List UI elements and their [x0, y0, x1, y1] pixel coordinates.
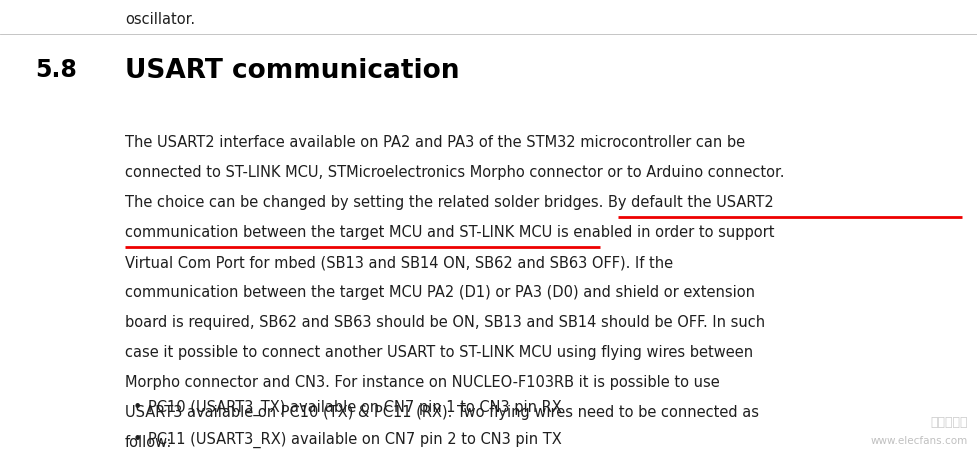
Text: PC11 (USART3_RX) available on CN7 pin 2 to CN3 pin TX: PC11 (USART3_RX) available on CN7 pin 2 … — [148, 432, 561, 448]
Text: Virtual Com Port for mbed (SB13 and SB14 ON, SB62 and SB63 OFF). If the: Virtual Com Port for mbed (SB13 and SB14… — [125, 255, 672, 270]
Text: oscillator.: oscillator. — [125, 12, 195, 27]
Text: Morpho connector and CN3. For instance on NUCLEO-F103RB it is possible to use: Morpho connector and CN3. For instance o… — [125, 375, 719, 390]
Text: case it possible to connect another USART to ST-LINK MCU using flying wires betw: case it possible to connect another USAR… — [125, 345, 752, 360]
Text: 电子发烧友: 电子发烧友 — [929, 416, 967, 429]
Text: communication between the target MCU PA2 (D1) or PA3 (D0) and shield or extensio: communication between the target MCU PA2… — [125, 285, 754, 300]
Text: USART3 available on PC10 (TX) & PC11 (RX). Two flying wires need to be connected: USART3 available on PC10 (TX) & PC11 (RX… — [125, 405, 758, 420]
Text: connected to ST-LINK MCU, STMicroelectronics Morpho connector or to Arduino conn: connected to ST-LINK MCU, STMicroelectro… — [125, 165, 784, 180]
Text: The USART2 interface available on PA2 and PA3 of the STM32 microcontroller can b: The USART2 interface available on PA2 an… — [125, 135, 744, 150]
Text: 5.8: 5.8 — [35, 58, 77, 82]
Text: www.elecfans.com: www.elecfans.com — [870, 436, 967, 446]
Text: •: • — [132, 400, 142, 415]
Text: The choice can be changed by setting the related solder bridges. By default the : The choice can be changed by setting the… — [125, 195, 773, 210]
Text: communication between the target MCU and ST-LINK MCU is enabled in order to supp: communication between the target MCU and… — [125, 225, 774, 240]
Text: USART communication: USART communication — [125, 58, 459, 84]
Text: PC10 (USART3_TX) available on CN7 pin 1 to CN3 pin RX: PC10 (USART3_TX) available on CN7 pin 1 … — [148, 400, 561, 416]
Text: board is required, SB62 and SB63 should be ON, SB13 and SB14 should be OFF. In s: board is required, SB62 and SB63 should … — [125, 315, 764, 330]
Text: •: • — [132, 432, 142, 447]
Text: follow:: follow: — [125, 435, 172, 450]
